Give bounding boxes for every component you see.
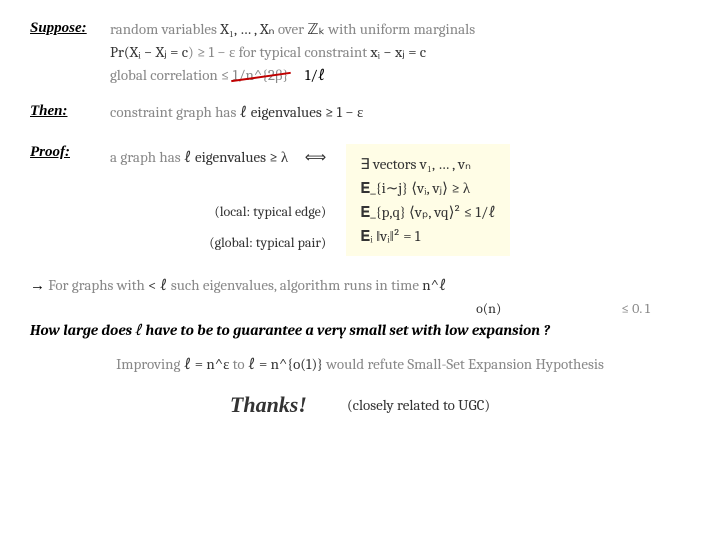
proof-content: a graph has ℓ eigenvalues ≥ λ ⟺ (local: … (110, 144, 690, 270)
proof-main: a graph has ℓ eigenvalues ≥ λ ⟺ (local: … (110, 144, 690, 260)
question-line: How large does ℓ have to be to guarantee… (30, 321, 690, 339)
ugc-note: (closely related to UGC) (347, 396, 490, 414)
consequence-annotations: o(n) ≤ 0. 1 (30, 300, 690, 317)
improving-line: Improving ℓ = n^ε to ℓ = n^{o(1)} would … (30, 355, 690, 374)
box-line4: 𝐄ᵢ ‖vᵢ‖² = 1 (360, 224, 496, 248)
footer: Thanks! (closely related to UGC) (30, 392, 690, 418)
box-line2: 𝐄_{i∼j} ⟨vᵢ, vⱼ⟩ ≥ λ (360, 176, 496, 200)
suppose-line2: Pr(Xᵢ − Xⱼ = c) ≥ 1 − ε for typical cons… (110, 43, 690, 62)
thanks-text: Thanks! (230, 392, 307, 418)
then-content: constraint graph has ℓ eigenvalues ≥ 1 −… (110, 103, 690, 122)
anno-global: (global: typical pair) (110, 228, 326, 257)
consequence-line: → For graphs with < ℓ such eigenvalues, … (30, 276, 690, 294)
proof-row: Proof: a graph has ℓ eigenvalues ≥ λ ⟺ (… (30, 144, 690, 270)
anno-local: (local: typical edge) (110, 197, 326, 226)
arrow-icon: → (30, 277, 45, 294)
proof-highlight-box: ∃ vectors v₁, … , vₙ 𝐄_{i∼j} ⟨vᵢ, vⱼ⟩ ≥ … (346, 144, 510, 256)
suppose-content: random variables X₁, … , Xₙ over ℤₖ with… (110, 20, 690, 85)
proof-label: Proof: (30, 144, 110, 161)
box-line1: ∃ vectors v₁, … , vₙ (360, 152, 496, 176)
proof-annotations: (local: typical edge) (global: typical p… (110, 167, 326, 258)
proof-left-text: a graph has ℓ eigenvalues ≥ λ ⟺ (local: … (110, 144, 326, 260)
suppose-line1: random variables X₁, … , Xₙ over ℤₖ with… (110, 20, 690, 39)
iff-symbol: ⟺ (305, 148, 327, 166)
box-line3: 𝐄_{p,q} ⟨vₚ, vq⟩² ≤ 1/ℓ (360, 200, 496, 224)
suppose-row: Suppose: random variables X₁, … , Xₙ ove… (30, 20, 690, 85)
replacement-term: 1/ℓ (305, 66, 326, 84)
struck-term: 1/n^{2β} (233, 66, 289, 85)
on-annotation: o(n) (476, 300, 501, 317)
bound-annotation: ≤ 0. 1 (621, 300, 650, 317)
then-row: Then: constraint graph has ℓ eigenvalues… (30, 103, 690, 122)
suppose-label: Suppose: (30, 20, 110, 37)
then-label: Then: (30, 103, 110, 120)
suppose-line3: global correlation ≤ 1/n^{2β} 1/ℓ (110, 66, 690, 85)
